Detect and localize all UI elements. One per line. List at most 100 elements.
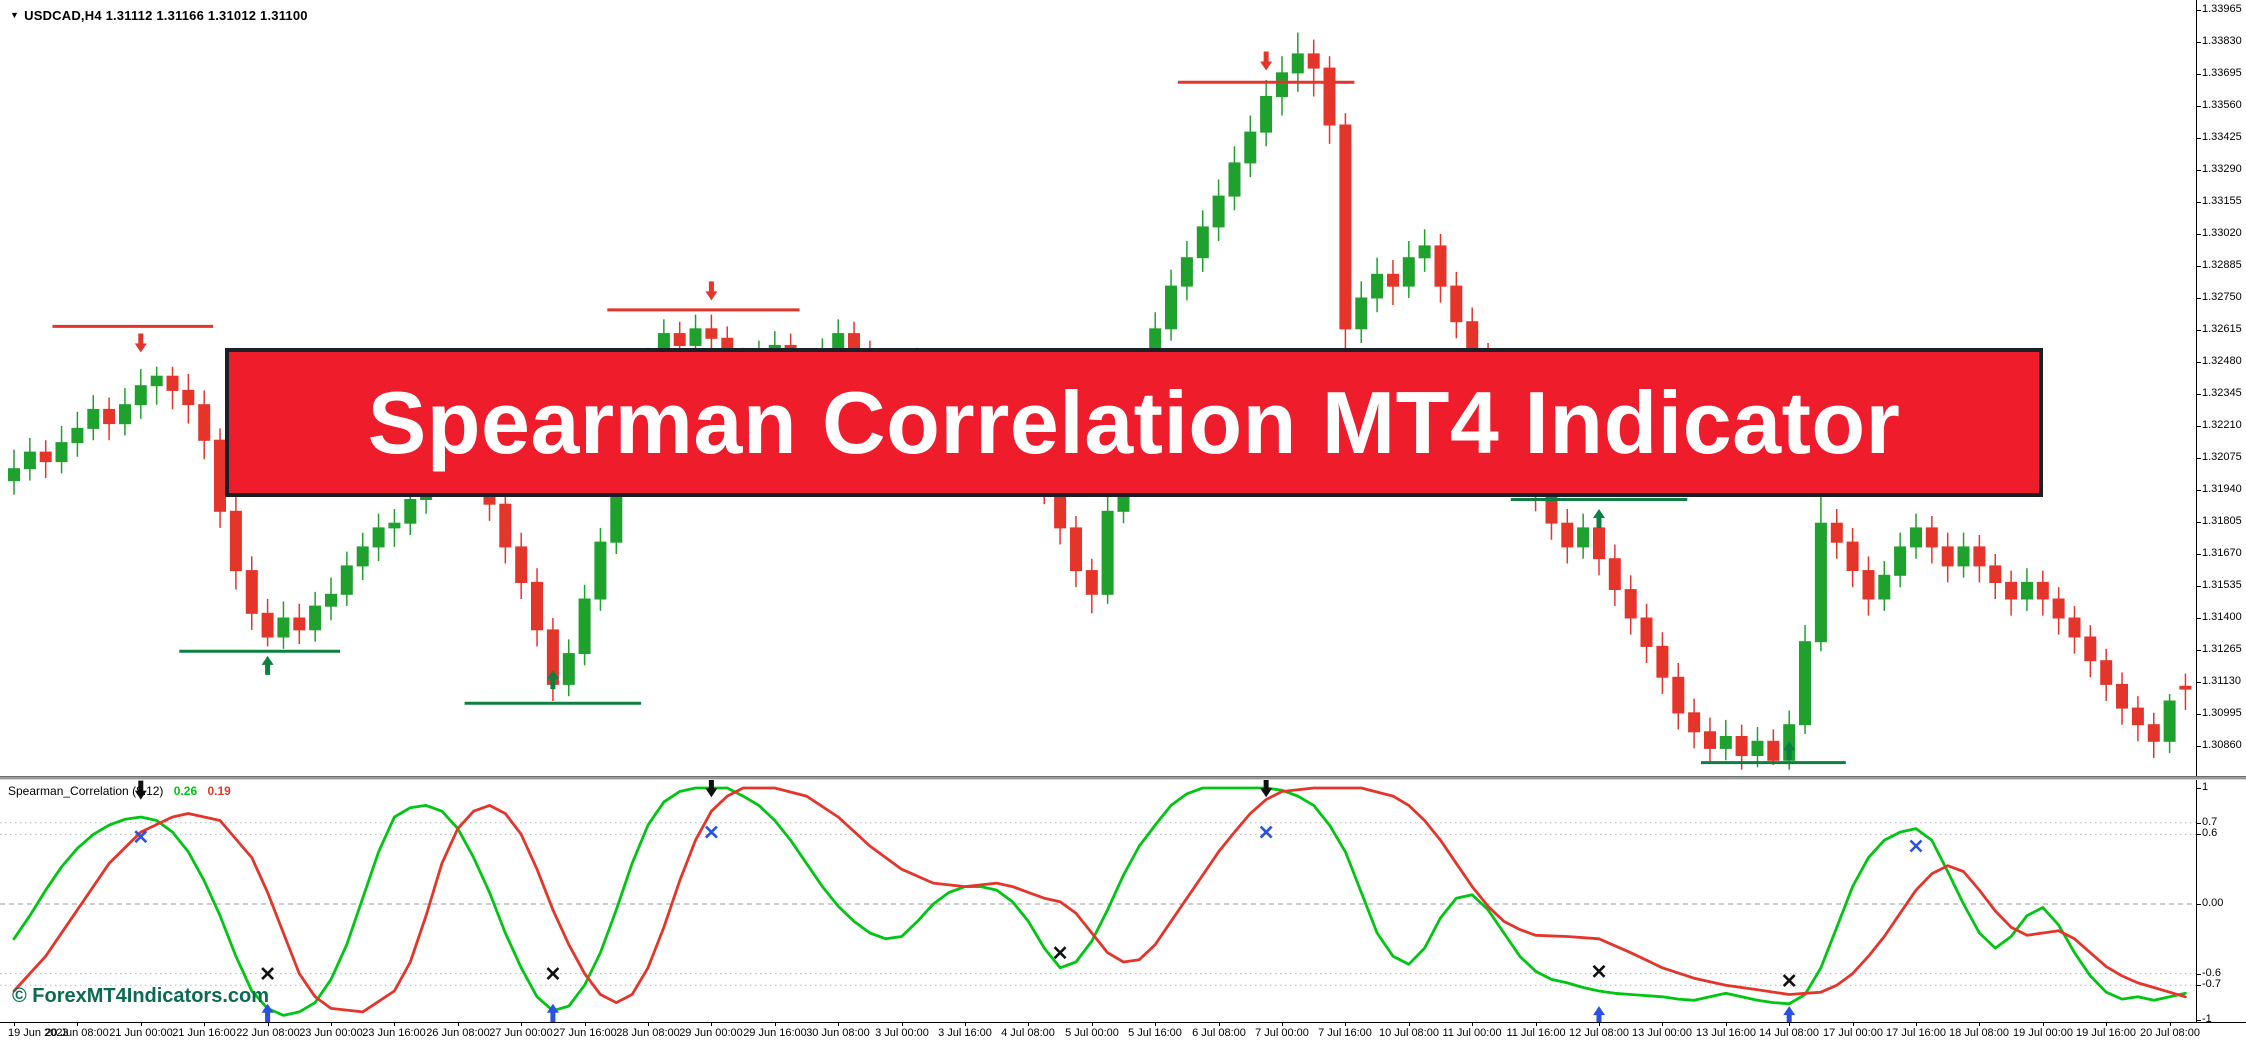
panel-divider[interactable]	[0, 776, 2246, 780]
time-axis-tick	[1916, 1022, 1917, 1026]
spearman-indicator-chart[interactable]	[0, 780, 2196, 1022]
time-axis-tick	[838, 1022, 839, 1026]
price-axis-tick	[2196, 490, 2201, 491]
time-axis-label: 29 Jun 16:00	[743, 1027, 807, 1039]
price-axis-tick	[2196, 394, 2201, 395]
price-axis-label: 1.33020	[2202, 227, 2242, 239]
price-axis-label: 1.31535	[2202, 579, 2242, 591]
time-axis-label: 29 Jun 00:00	[679, 1027, 743, 1039]
time-axis-label: 19 Jul 16:00	[2076, 1027, 2136, 1039]
time-axis-label: 5 Jul 00:00	[1065, 1027, 1119, 1039]
price-axis-label: 1.30995	[2202, 707, 2242, 719]
time-axis-label: 3 Jul 16:00	[938, 1027, 992, 1039]
spearman-line	[12, 786, 2187, 1017]
indicator-axis-tick	[2196, 974, 2201, 975]
time-axis-label: 10 Jul 08:00	[1379, 1027, 1439, 1039]
time-axis-label: 12 Jul 08:00	[1569, 1027, 1629, 1039]
price-axis-label: 1.30860	[2202, 739, 2242, 751]
price-axis-label: 1.32210	[2202, 419, 2242, 431]
price-axis-tick	[2196, 746, 2201, 747]
time-axis-tick	[2106, 1022, 2107, 1026]
time-axis-label: 27 Jun 00:00	[489, 1027, 553, 1039]
time-axis-tick	[77, 1022, 78, 1026]
watermark-text: © ForexMT4Indicators.com	[12, 985, 270, 1007]
price-axis-tick	[2196, 106, 2201, 107]
time-axis-label: 28 Jun 08:00	[616, 1027, 680, 1039]
time-axis-tick	[1092, 1022, 1093, 1026]
time-axis-label: 13 Jul 00:00	[1632, 1027, 1692, 1039]
indicator-axis-label: 0.00	[2202, 897, 2224, 909]
price-axis-tick	[2196, 522, 2201, 523]
price-axis-tick	[2196, 10, 2201, 11]
price-axis-label: 1.33560	[2202, 99, 2242, 111]
dropdown-arrow-icon[interactable]: ▼	[10, 10, 20, 20]
signal-arrows	[134, 51, 1796, 761]
indicator-axis-label: 0.7	[2202, 816, 2218, 828]
price-scale-separator	[2196, 0, 2197, 1022]
price-axis-label: 1.33965	[2202, 3, 2242, 15]
time-axis-label: 20 Jul 08:00	[2140, 1027, 2200, 1039]
indicator-axis-tick	[2196, 823, 2201, 824]
price-axis-label: 1.31265	[2202, 643, 2242, 655]
time-axis-tick	[1345, 1022, 1346, 1026]
time-axis-label: 4 Jul 08:00	[1001, 1027, 1055, 1039]
time-axis-tick	[1409, 1022, 1410, 1026]
support-resistance-lines	[52, 80, 1846, 765]
time-axis-tick	[648, 1022, 649, 1026]
price-axis-tick	[2196, 426, 2201, 427]
price-axis-label: 1.33290	[2202, 163, 2242, 175]
price-axis-label: 1.31805	[2202, 515, 2242, 527]
time-axis-tick	[268, 1022, 269, 1026]
indicator-axis-label: -0.6	[2202, 967, 2221, 979]
price-axis-tick	[2196, 362, 2201, 363]
time-axis-tick	[521, 1022, 522, 1026]
time-axis-tick	[1662, 1022, 1663, 1026]
time-axis-tick	[1853, 1022, 1854, 1026]
price-axis-label: 1.32615	[2202, 323, 2242, 335]
time-axis-label: 3 Jul 00:00	[875, 1027, 929, 1039]
time-axis-label: 22 Jun 08:00	[236, 1027, 300, 1039]
price-axis-label: 1.32075	[2202, 451, 2242, 463]
price-axis-label: 1.31670	[2202, 547, 2242, 559]
time-axis-tick	[775, 1022, 776, 1026]
price-axis-label: 1.33425	[2202, 131, 2242, 143]
time-axis-tick	[1028, 1022, 1029, 1026]
price-axis-tick	[2196, 138, 2201, 139]
indicator-axis-label: 1	[2202, 781, 2209, 793]
time-axis-tick	[1282, 1022, 1283, 1026]
time-axis-tick	[1472, 1022, 1473, 1026]
time-axis-label: 18 Jul 08:00	[1949, 1027, 2009, 1039]
time-axis-tick	[965, 1022, 966, 1026]
time-axis-label: 7 Jul 16:00	[1318, 1027, 1372, 1039]
price-axis-tick	[2196, 650, 2201, 651]
time-axis-tick	[1599, 1022, 1600, 1026]
time-axis-label: 23 Jun 00:00	[299, 1027, 363, 1039]
indicator-axis-tick	[2196, 985, 2201, 986]
time-axis-tick	[2043, 1022, 2044, 1026]
time-axis-label: 21 Jun 16:00	[172, 1027, 236, 1039]
time-axis-tick	[1726, 1022, 1727, 1026]
price-axis-label: 1.32750	[2202, 291, 2242, 303]
time-axis-tick	[1155, 1022, 1156, 1026]
price-axis-tick	[2196, 74, 2201, 75]
time-axis-label: 19 Jun 2023	[8, 1027, 69, 1039]
indicator-axis-label: 0.6	[2202, 827, 2218, 839]
time-axis-tick	[1219, 1022, 1220, 1026]
indicator-axis-tick	[2196, 904, 2201, 905]
indicator-gridlines	[0, 822, 2196, 986]
price-axis-tick	[2196, 202, 2201, 203]
time-axis-label: 11 Jul 16:00	[1506, 1027, 1566, 1039]
banner-title: Spearman Correlation MT4 Indicator	[367, 372, 1901, 472]
time-axis-tick	[1789, 1022, 1790, 1026]
time-axis-tick	[902, 1022, 903, 1026]
symbol-ohlc-text: USDCAD,H4 1.31112 1.31166 1.31012 1.3110…	[24, 8, 308, 23]
time-axis-label: 7 Jul 00:00	[1255, 1027, 1309, 1039]
price-axis-label: 1.31130	[2202, 675, 2241, 687]
indicator-axis-tick	[2196, 788, 2201, 789]
price-axis-tick	[2196, 234, 2201, 235]
time-axis-tick	[394, 1022, 395, 1026]
time-axis-label: 30 Jun 08:00	[806, 1027, 870, 1039]
indicator-axis-tick	[2196, 1020, 2201, 1021]
time-axis-label: 19 Jul 00:00	[2013, 1027, 2073, 1039]
indicator-axis-tick	[2196, 834, 2201, 835]
